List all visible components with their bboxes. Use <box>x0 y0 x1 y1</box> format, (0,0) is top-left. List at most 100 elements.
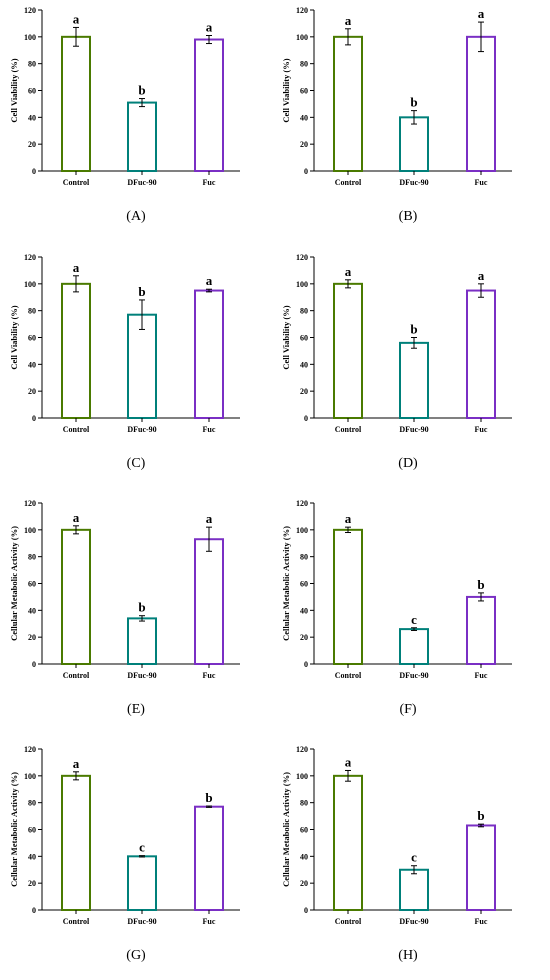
y-tick-label: 40 <box>28 113 36 122</box>
y-tick-label: 80 <box>300 553 308 562</box>
bar-dfuc-90 <box>127 855 157 911</box>
chart-panel-e: 0 20 40 60 80 100 120 Cellular Metabolic Activi… <box>9 499 240 717</box>
bar-fuc <box>466 35 496 173</box>
significance-letter: b <box>410 322 417 337</box>
x-tick-label: Fuc <box>475 917 488 926</box>
y-axis-label: Cellular Metabolic Activity (%) <box>281 772 291 887</box>
y-tick-label: 20 <box>300 387 308 396</box>
y-tick-label: 60 <box>28 334 36 343</box>
y-tick-label: 100 <box>296 772 308 781</box>
bar-control <box>61 774 91 911</box>
significance-letter: a <box>478 6 485 21</box>
significance-letter: a <box>73 756 80 771</box>
x-tick-label: DFuc-90 <box>127 917 156 926</box>
significance-letter: a <box>345 264 352 279</box>
chart-panel-c: 0 20 40 60 80 100 120 Cell Viability (%) a Contro… <box>9 253 240 471</box>
significance-letter: b <box>477 577 484 592</box>
y-tick-label: 100 <box>24 33 36 42</box>
bar-control <box>61 35 91 173</box>
y-axis-label: Cellular Metabolic Activity (%) <box>281 526 291 641</box>
x-tick-label: Fuc <box>475 671 488 680</box>
significance-letter: a <box>73 11 80 26</box>
x-tick-label: DFuc-90 <box>127 178 156 187</box>
y-tick-label: 40 <box>28 360 36 369</box>
significance-letter: a <box>345 754 352 769</box>
y-tick-label: 80 <box>300 307 308 316</box>
panel-label: (F) <box>399 702 416 717</box>
x-tick-label: Control <box>335 671 362 680</box>
y-tick-label: 40 <box>300 852 308 861</box>
bar-dfuc-90 <box>127 101 157 172</box>
bar-dfuc-90 <box>399 868 429 911</box>
y-tick-label: 60 <box>300 334 308 343</box>
bar-dfuc-90 <box>399 341 429 419</box>
chart-panel-b: 0 20 40 60 80 100 120 Cell Viability (%) a Contro… <box>281 6 512 224</box>
significance-letter: a <box>73 510 80 525</box>
x-tick-label: Control <box>63 425 90 434</box>
y-tick-label: 120 <box>296 745 308 754</box>
y-tick-label: 80 <box>28 799 36 808</box>
x-tick-label: Control <box>63 671 90 680</box>
y-tick-label: 20 <box>28 633 36 642</box>
y-tick-label: 60 <box>28 87 36 96</box>
panel-label: (A) <box>126 209 146 224</box>
y-tick-label: 60 <box>28 826 36 835</box>
bar-control <box>333 282 363 420</box>
panel-label: (B) <box>399 209 418 224</box>
bar-fuc <box>194 38 224 173</box>
y-tick-label: 80 <box>300 799 308 808</box>
chart-panel-a: 0 20 40 60 80 100 120 Cell Viability (%) a Contro… <box>9 6 240 224</box>
bar-dfuc-90 <box>399 116 429 173</box>
x-tick-label: Fuc <box>203 178 216 187</box>
y-tick-label: 120 <box>24 6 36 15</box>
x-tick-label: DFuc-90 <box>399 917 428 926</box>
y-axis-label: Cell Viability (%) <box>281 58 291 122</box>
y-tick-label: 0 <box>304 414 308 423</box>
y-tick-label: 100 <box>296 526 308 535</box>
significance-letter: a <box>206 273 213 288</box>
bar-control <box>333 528 363 665</box>
y-axis-label: Cell Viability (%) <box>9 58 19 122</box>
bar-control <box>61 528 91 665</box>
x-tick-label: Fuc <box>203 917 216 926</box>
bar-control <box>333 35 363 173</box>
x-tick-label: Fuc <box>203 671 216 680</box>
bar-dfuc-90 <box>399 628 429 665</box>
x-tick-label: Fuc <box>203 425 216 434</box>
y-tick-label: 120 <box>296 499 308 508</box>
y-tick-label: 60 <box>300 580 308 589</box>
y-tick-label: 60 <box>300 826 308 835</box>
y-tick-label: 100 <box>24 280 36 289</box>
y-tick-label: 100 <box>296 280 308 289</box>
x-tick-label: Control <box>335 178 362 187</box>
panel-label: (G) <box>126 948 146 963</box>
panel-label: (D) <box>398 456 418 471</box>
y-tick-label: 0 <box>32 906 36 915</box>
significance-letter: a <box>345 511 352 526</box>
x-tick-label: Fuc <box>475 178 488 187</box>
y-tick-label: 40 <box>28 606 36 615</box>
bar-fuc <box>194 538 224 665</box>
y-axis-label: Cell Viability (%) <box>281 305 291 369</box>
y-tick-label: 0 <box>304 167 308 176</box>
y-tick-label: 80 <box>28 307 36 316</box>
y-tick-label: 100 <box>24 772 36 781</box>
y-tick-label: 20 <box>28 879 36 888</box>
y-tick-label: 120 <box>24 745 36 754</box>
y-tick-label: 40 <box>300 360 308 369</box>
y-tick-label: 40 <box>300 606 308 615</box>
x-tick-label: Control <box>335 425 362 434</box>
significance-letter: a <box>206 19 213 34</box>
significance-letter: a <box>478 268 485 283</box>
significance-letter: b <box>138 83 145 98</box>
y-tick-label: 0 <box>32 167 36 176</box>
bar-fuc <box>194 289 224 419</box>
significance-letter: c <box>411 850 417 865</box>
y-tick-label: 0 <box>304 660 308 669</box>
bar-fuc <box>466 824 496 911</box>
significance-letter: a <box>345 13 352 28</box>
bar-fuc <box>466 289 496 419</box>
y-tick-label: 100 <box>24 526 36 535</box>
bar-fuc <box>466 595 496 666</box>
